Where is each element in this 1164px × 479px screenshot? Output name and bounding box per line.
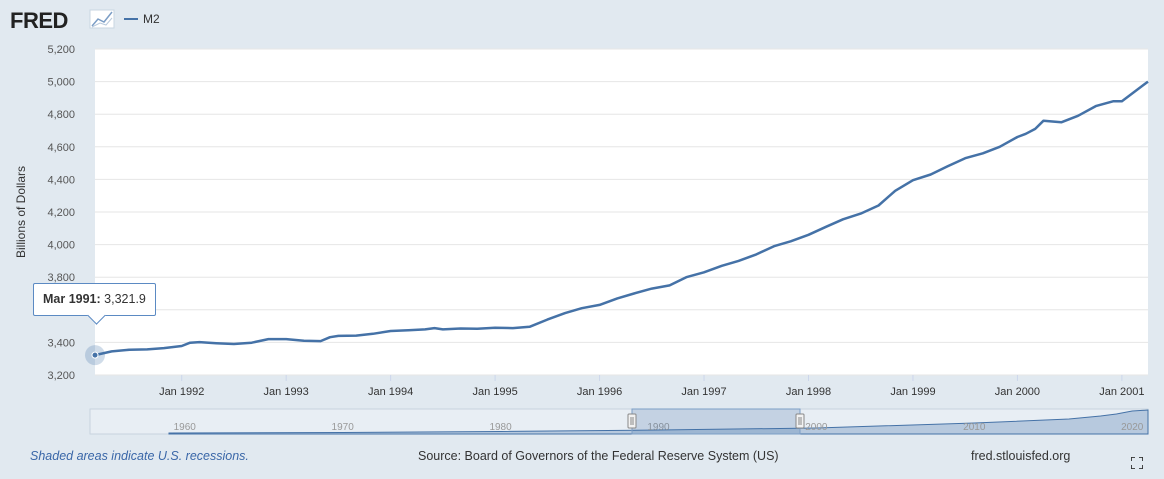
navigator-label: 1970 (332, 422, 355, 433)
y-tick-label: 4,800 (47, 109, 75, 121)
recession-note-link[interactable]: Shaded areas indicate U.S. recessions. (30, 449, 249, 463)
y-tick-label: 3,800 (47, 272, 75, 284)
legend-series-label[interactable]: M2 (143, 12, 160, 26)
x-tick-label: Jan 1994 (368, 386, 413, 398)
y-tick-label: 4,600 (47, 142, 75, 154)
y-tick-label: 5,000 (47, 77, 75, 89)
x-axis-ticks: Jan 1992 Jan 1993 Jan 1994 Jan 1995 Jan 1996… (159, 375, 1145, 398)
y-tick-label: 3,400 (47, 337, 75, 349)
fullscreen-icon[interactable] (1131, 457, 1143, 469)
series-line-m2[interactable] (94, 80, 1149, 357)
x-tick-label: Jan 1995 (472, 386, 517, 398)
x-tick-label: Jan 2000 (995, 386, 1040, 398)
x-tick-label: Jan 1998 (786, 386, 831, 398)
navigator-left-handle[interactable] (627, 413, 637, 429)
fred-logo[interactable]: FRED (10, 8, 68, 33)
navigator-right-handle[interactable] (795, 413, 805, 429)
tooltip-value: 3,321.9 (104, 292, 146, 306)
x-tick-label: Jan 1996 (577, 386, 622, 398)
range-navigator[interactable]: 1960 1970 1980 1990 2000 2010 2020 (89, 408, 1149, 435)
x-tick-label: Jan 1992 (159, 386, 204, 398)
navigator-label: 2000 (805, 422, 828, 433)
grid-lines (95, 48, 1148, 376)
y-tick-label: 4,000 (47, 240, 75, 252)
y-axis-label: Billions of Dollars (14, 166, 28, 258)
y-tick-label: 4,200 (47, 207, 75, 219)
tooltip-date: Mar 1991: (43, 292, 101, 306)
navigator-selected-range[interactable] (631, 408, 801, 435)
x-tick-label: Jan 1999 (890, 386, 935, 398)
source-text: Source: Board of Governors of the Federa… (418, 449, 779, 463)
fred-graph-icon (89, 9, 115, 29)
x-tick-label: Jan 1997 (681, 386, 726, 398)
y-tick-label: 4,400 (47, 174, 75, 186)
navigator-label: 1960 (174, 422, 197, 433)
navigator-label: 1980 (489, 422, 512, 433)
navigator-label: 2010 (963, 422, 986, 433)
y-tick-label: 5,200 (47, 44, 75, 56)
tooltip: Mar 1991: 3,321.9 (33, 283, 156, 316)
series-points (94, 81, 1149, 356)
navigator-label: 1990 (647, 422, 670, 433)
y-tick-label: 3,200 (47, 370, 75, 382)
navigator-label: 2020 (1121, 422, 1144, 433)
site-link[interactable]: fred.stlouisfed.org (971, 449, 1071, 463)
navigator-labels: 1960 1970 1980 1990 2000 2010 2020 (174, 422, 1144, 433)
hover-marker (91, 351, 99, 359)
x-tick-label: Jan 2001 (1099, 386, 1144, 398)
navigator-series-area (168, 409, 1149, 435)
y-axis-ticks: 3,2003,4003,6003,8004,0004,2004,4004,600… (47, 44, 75, 382)
x-tick-label: Jan 1993 (264, 386, 309, 398)
